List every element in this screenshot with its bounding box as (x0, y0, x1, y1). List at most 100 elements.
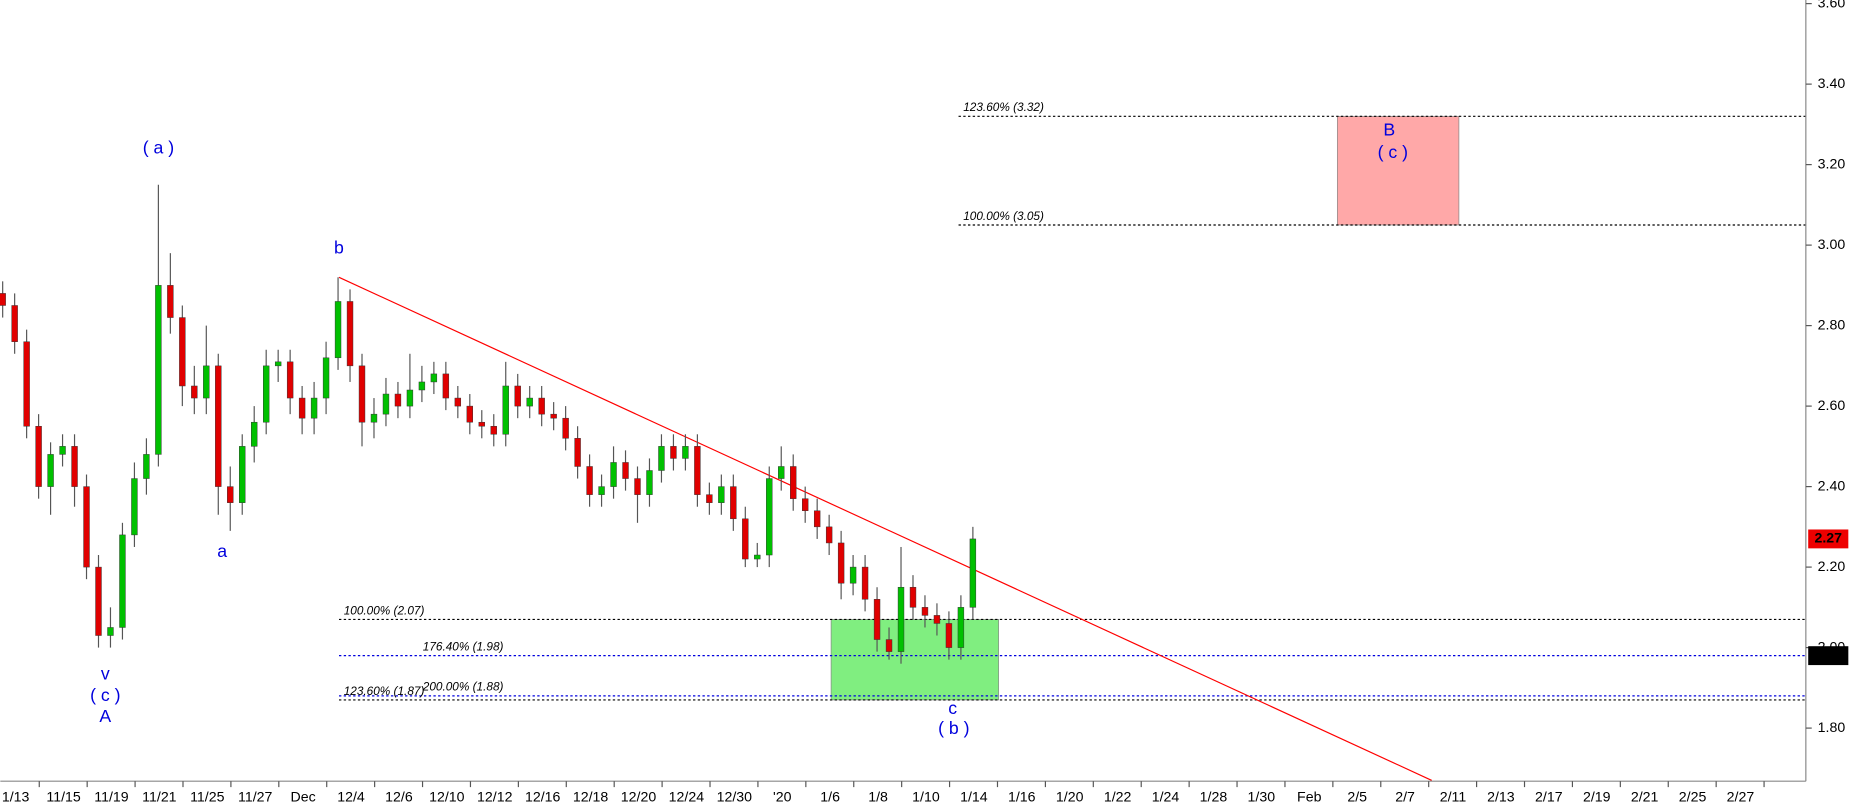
candle-body (897, 586, 905, 652)
candle-body (825, 526, 833, 544)
candle-body (47, 454, 54, 487)
zone (1336, 115, 1460, 226)
x-tick-label: 2/13 (1487, 789, 1515, 805)
candle-body (921, 607, 929, 616)
candle-body (274, 361, 282, 367)
x-tick-label: 12/20 (621, 789, 657, 805)
candle-body (59, 446, 66, 455)
candle-body (35, 425, 42, 487)
candle-body (813, 510, 821, 528)
candle-body (454, 397, 462, 407)
x-tick-label: 2/21 (1631, 789, 1659, 805)
candle-body (298, 397, 306, 419)
candle-body (945, 623, 953, 648)
x-tick-label: 12/18 (573, 789, 609, 805)
wave-label: B (1383, 120, 1395, 140)
x-tick-label: 1/10 (912, 789, 940, 805)
candle-body (442, 373, 450, 399)
candle-body (167, 285, 174, 318)
x-tick-label: 12/30 (717, 789, 753, 805)
x-tick-label: 2/11 (1440, 789, 1467, 805)
candle-body (191, 385, 198, 399)
candle-body (574, 438, 581, 467)
level-label: 100.00% (2.07) (344, 603, 425, 617)
wave-label: ( c ) (90, 685, 120, 705)
candle-body (957, 607, 965, 648)
candle-body (251, 421, 258, 447)
zone (830, 619, 1000, 701)
candle-body (837, 542, 845, 584)
x-tick-label: 2/27 (1727, 789, 1755, 805)
wave-label: ( b ) (938, 718, 969, 738)
y-tick-label: 3.40 (1818, 76, 1846, 92)
candle-body (478, 421, 485, 427)
x-tick-label: 2/5 (1347, 789, 1367, 805)
candle-body (718, 486, 725, 503)
candle-body (155, 285, 162, 455)
x-tick-label: 1/8 (868, 789, 888, 805)
x-tick-label: 12/4 (337, 789, 365, 805)
candle-body (322, 357, 330, 399)
x-tick-label: 2/7 (1395, 789, 1415, 805)
candle-body (227, 486, 234, 503)
x-tick-label: 2/25 (1679, 789, 1707, 805)
candle-body (969, 538, 977, 608)
y-tick-label: 1.80 (1818, 720, 1846, 736)
x-tick-label: 1/13 (2, 789, 30, 805)
x-tick-label: 1/20 (1056, 789, 1084, 805)
candle-body (406, 389, 414, 407)
wave-label: a (217, 541, 227, 561)
x-tick-label: 11/21 (142, 789, 177, 805)
y-tick-label: 3.20 (1818, 156, 1846, 172)
candle-body (203, 365, 210, 399)
x-tick-label: 1/24 (1152, 789, 1180, 805)
price-tag-label: 1.98 (1814, 647, 1842, 663)
candle-body (346, 301, 354, 367)
candle-body (610, 462, 617, 487)
x-tick-label: 2/17 (1535, 789, 1563, 805)
candle-body (430, 373, 438, 383)
candle-body (215, 365, 222, 487)
candle-body (634, 478, 641, 495)
y-tick-label: 3.00 (1818, 237, 1846, 253)
candle-body (598, 486, 605, 495)
x-tick-label: 11/25 (190, 789, 225, 805)
candle-body (0, 293, 6, 306)
x-tick-label: 1/6 (820, 789, 840, 805)
x-tick-label: 1/30 (1248, 789, 1276, 805)
candle-body (466, 405, 473, 423)
x-tick-label: 12/10 (429, 789, 465, 805)
y-tick-label: 3.60 (1818, 0, 1846, 11)
candle-body (790, 466, 797, 499)
candle-body (119, 534, 126, 628)
candle-body (730, 486, 737, 520)
candle-body (670, 446, 677, 459)
x-tick-label: 11/19 (94, 789, 129, 805)
price-tag-label: 2.27 (1814, 531, 1842, 547)
wave-label: ( a ) (143, 137, 174, 157)
x-tick-label: 1/16 (1008, 789, 1036, 805)
price-tag (1808, 646, 1849, 666)
level-label: 123.60% (3.32) (963, 100, 1044, 114)
candle-body (11, 305, 18, 342)
candle-body (514, 385, 521, 407)
candle-body (885, 639, 893, 652)
candle-body (239, 446, 246, 503)
candle-body (766, 478, 773, 556)
y-tick-label: 2.60 (1818, 398, 1846, 414)
candle-body (646, 470, 653, 495)
y-tick-label: 2.20 (1818, 559, 1846, 575)
candle-body (490, 425, 497, 435)
candle-body (933, 615, 941, 624)
candle-body (23, 341, 30, 427)
x-tick-label: 1/14 (960, 789, 988, 805)
level-label: 176.40% (1.98) (423, 639, 504, 653)
candle-body (83, 486, 90, 568)
x-tick-label: 1/22 (1104, 789, 1132, 805)
candle-body (694, 446, 701, 495)
x-tick-label: 1/28 (1200, 789, 1228, 805)
wave-label: v (101, 664, 110, 684)
candle-body (849, 566, 857, 584)
